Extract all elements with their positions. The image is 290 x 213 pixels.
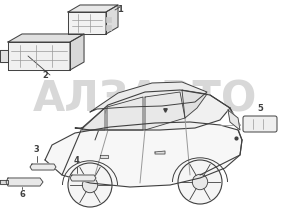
Polygon shape xyxy=(90,82,207,112)
Polygon shape xyxy=(82,108,105,130)
FancyBboxPatch shape xyxy=(243,116,277,132)
Polygon shape xyxy=(70,175,96,181)
Polygon shape xyxy=(8,34,84,42)
Polygon shape xyxy=(0,180,8,184)
Circle shape xyxy=(192,174,208,190)
Polygon shape xyxy=(107,97,143,130)
Text: 1: 1 xyxy=(117,4,123,13)
Text: 2: 2 xyxy=(42,72,48,81)
Polygon shape xyxy=(45,122,242,187)
Polygon shape xyxy=(70,34,84,70)
Polygon shape xyxy=(6,178,43,186)
Polygon shape xyxy=(182,90,207,118)
Polygon shape xyxy=(30,164,56,170)
Polygon shape xyxy=(75,90,230,130)
Polygon shape xyxy=(68,12,106,34)
Circle shape xyxy=(82,177,98,193)
Bar xyxy=(106,25,111,30)
Circle shape xyxy=(68,163,112,207)
Polygon shape xyxy=(228,110,240,130)
Text: 5: 5 xyxy=(257,104,263,113)
Polygon shape xyxy=(106,5,118,34)
Circle shape xyxy=(178,160,222,204)
Text: 3: 3 xyxy=(33,145,39,154)
Polygon shape xyxy=(8,42,70,70)
Text: АЛЗАВТО: АЛЗАВТО xyxy=(33,79,257,121)
Bar xyxy=(106,17,111,22)
Text: 6: 6 xyxy=(19,190,25,199)
Polygon shape xyxy=(100,155,108,158)
Polygon shape xyxy=(0,50,8,62)
Polygon shape xyxy=(155,151,165,154)
Polygon shape xyxy=(145,92,185,130)
Polygon shape xyxy=(68,5,118,12)
Text: 4: 4 xyxy=(73,156,79,165)
